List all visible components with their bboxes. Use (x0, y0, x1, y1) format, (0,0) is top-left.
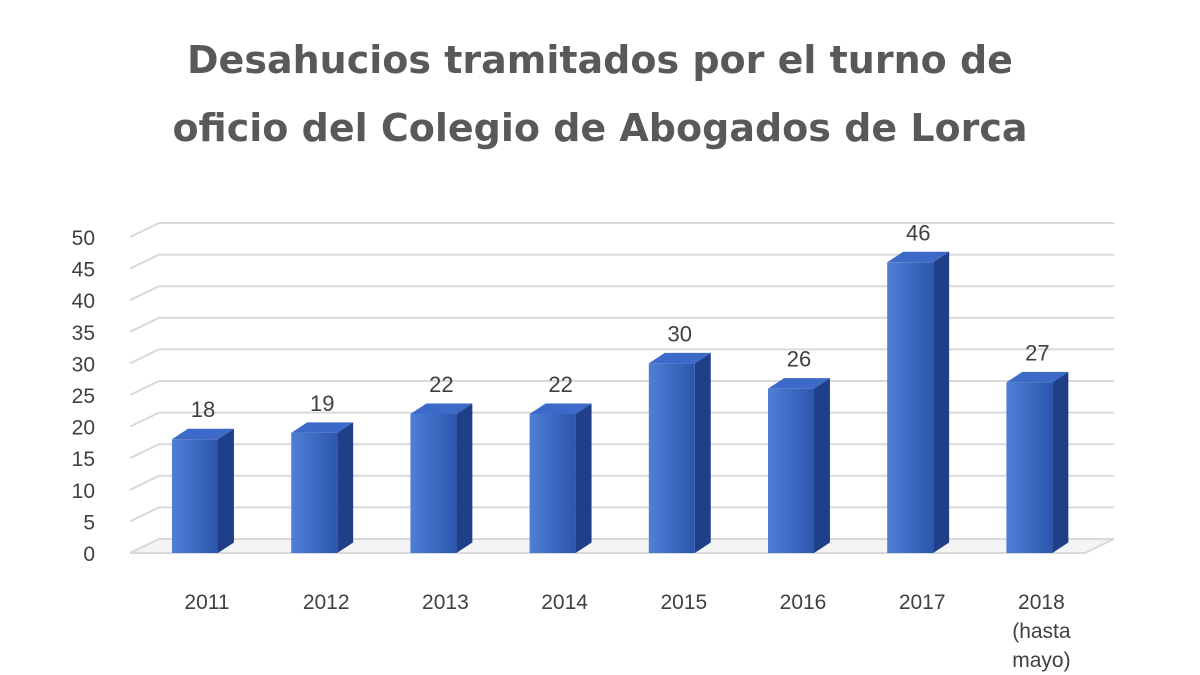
data-label: 27 (1025, 340, 1049, 365)
bar-top (648, 352, 711, 364)
x-category-label-line: 2017 (899, 591, 946, 614)
x-category-label: 2012 (303, 591, 350, 614)
bar-top (291, 422, 354, 433)
y-tick-label: 10 (72, 480, 95, 503)
data-label: 46 (906, 220, 930, 245)
x-category-label-line: 2016 (780, 591, 827, 614)
bar-top (529, 403, 592, 414)
bar-front (648, 363, 695, 553)
bar-top (410, 403, 473, 414)
bar-side (814, 378, 830, 553)
x-category-label: 2018 (hasta mayo) (1012, 591, 1071, 672)
y-tick-label: 35 (72, 322, 95, 345)
bar-side (575, 403, 592, 553)
x-category-label-line: (hasta (1012, 620, 1071, 643)
gridline-side (129, 474, 160, 491)
gridline-side (129, 253, 160, 270)
bar-top (768, 378, 830, 389)
bar (1006, 371, 1069, 553)
bar-top (887, 251, 950, 263)
bar (887, 251, 950, 553)
x-category-label: 2013 (422, 591, 469, 614)
chart-title-line-1: Desahucios tramitados por el turno de (187, 38, 1013, 82)
bar-top (172, 428, 234, 440)
data-label: 19 (310, 391, 334, 416)
y-tick-label: 20 (72, 417, 95, 440)
bar-front (410, 413, 457, 553)
x-category-label-line: 2014 (541, 591, 588, 614)
gridlines (129, 222, 1115, 554)
data-label: 26 (787, 347, 811, 372)
data-label: 30 (668, 321, 692, 346)
gridline-side (129, 285, 160, 302)
x-category-label-line: 2018 (1018, 591, 1065, 614)
x-category-label-line: 2011 (184, 591, 229, 614)
y-tick-label: 15 (72, 448, 95, 471)
x-category-label: 2016 (780, 591, 827, 614)
bar (768, 378, 830, 553)
bar-side (1052, 371, 1069, 553)
bar-front (887, 262, 934, 553)
y-tick-label: 0 (83, 543, 95, 566)
data-label: 22 (429, 372, 453, 397)
y-tick-label: 50 (72, 227, 95, 250)
x-axis-category-labels: 2011 2012 2013 2014 2015 2016 2017 2018 (hasta ma… (184, 591, 1070, 672)
bar (410, 403, 473, 553)
gridline-side (129, 380, 160, 396)
bar-front (1006, 382, 1053, 553)
bar-front (529, 413, 576, 553)
bar-front (768, 388, 814, 553)
gridline-side (129, 222, 160, 238)
bar (529, 403, 592, 553)
bar-side (337, 422, 354, 553)
y-axis-tick-labels: 0 5 10 15 20 25 30 35 40 45 50 (72, 227, 95, 566)
chart-floor (129, 538, 1115, 554)
bar-front (291, 432, 338, 553)
bars (172, 251, 1069, 553)
bar-side (218, 428, 234, 553)
y-tick-label: 45 (72, 259, 95, 282)
gridline-side (129, 411, 160, 428)
x-category-label-line: 2013 (422, 591, 469, 614)
bar-front (172, 439, 218, 553)
x-category-label: 2015 (660, 591, 707, 614)
gridline-side (129, 506, 160, 523)
y-tick-label: 30 (72, 353, 95, 376)
gridline-side (129, 443, 160, 460)
gridline-side (129, 316, 160, 333)
data-labels: 18 19 22 22 30 26 46 27 (191, 220, 1050, 422)
data-label: 18 (191, 397, 215, 422)
data-label: 22 (548, 372, 572, 397)
x-category-label-line: 2015 (660, 591, 707, 614)
x-category-label: 2017 (899, 591, 946, 614)
bar (172, 428, 234, 553)
x-category-label-line: 2012 (303, 591, 350, 614)
y-tick-label: 40 (72, 290, 95, 313)
chart-title-line-2: oficio del Colegio de Abogados de Lorca (172, 106, 1027, 150)
bar-top (1006, 371, 1069, 383)
x-category-label: 2014 (541, 591, 588, 614)
x-category-label-line: mayo) (1012, 649, 1070, 672)
bar-side (456, 403, 473, 553)
bar (648, 352, 711, 553)
bar-side (694, 352, 711, 553)
bar (291, 422, 354, 553)
y-tick-label: 25 (72, 385, 95, 408)
chart-title: Desahucios tramitados por el turno de of… (172, 38, 1027, 150)
x-category-label: 2011 (184, 591, 229, 614)
bar-side (933, 251, 950, 553)
gridline-side (129, 348, 160, 365)
y-tick-label: 5 (83, 511, 95, 534)
